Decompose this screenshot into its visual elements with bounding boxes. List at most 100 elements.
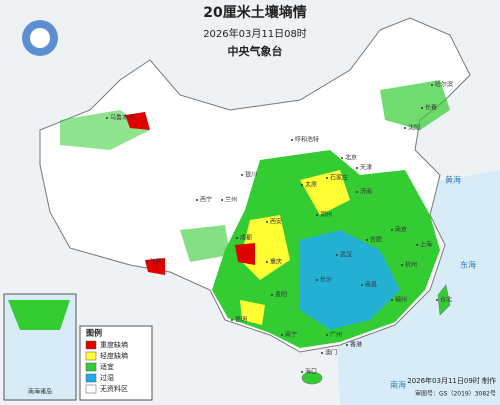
city-dot	[356, 191, 358, 193]
city-label: 石家庄	[330, 174, 348, 182]
city-label: 澳门	[325, 349, 337, 357]
issuer: 中央气象台	[228, 44, 283, 58]
city-label: 济南	[360, 188, 372, 196]
wet-area	[300, 230, 400, 330]
city-dot	[266, 221, 268, 223]
city-dot	[366, 239, 368, 241]
city-dot	[301, 184, 303, 186]
city-label: 香港	[350, 341, 362, 349]
city-label: 南宁	[285, 331, 297, 339]
legend-swatch	[85, 351, 97, 361]
city-label: 重庆	[270, 258, 282, 266]
city-dot	[346, 344, 348, 346]
city-label: 天津	[360, 165, 372, 172]
city-label: 长春	[425, 104, 437, 112]
city-dot	[401, 264, 403, 266]
legend-swatch	[85, 340, 97, 350]
hainan	[301, 371, 323, 385]
severe-dry-area	[125, 112, 150, 130]
city-dot	[431, 84, 433, 86]
city-dot	[336, 254, 338, 256]
city-dot	[291, 139, 293, 141]
sea-label: 南海	[390, 380, 406, 390]
made-time: 2026年03月11日09时 制作	[407, 376, 496, 385]
city-dot	[221, 199, 223, 201]
city-dot	[356, 167, 358, 169]
city-dot	[316, 214, 318, 216]
severe-dry-area	[235, 243, 255, 265]
city-dot	[241, 174, 243, 176]
city-label: 哈尔滨	[435, 81, 453, 89]
city-dot	[316, 279, 318, 281]
legend-title: 图例	[86, 328, 102, 338]
city-label: 上海	[420, 241, 432, 249]
city-label: 南昌	[365, 281, 377, 289]
dry-area	[240, 300, 265, 325]
city-label: 昆明	[235, 317, 247, 324]
suitable-area	[380, 80, 450, 130]
legend-swatch	[85, 362, 97, 372]
city-label: 南京	[395, 226, 407, 234]
city-dot	[326, 334, 328, 336]
city-dot	[321, 352, 323, 354]
city-label: 沈阳	[408, 124, 420, 132]
city-label: 杭州	[405, 261, 417, 269]
city-label: 拉萨	[150, 258, 162, 266]
inset-land	[8, 300, 70, 330]
inset-label: 南海诸岛	[28, 388, 52, 396]
city-dot	[326, 177, 328, 179]
city-label: 成都	[240, 234, 252, 242]
city-label: 北京	[345, 154, 357, 162]
city-label: 福州	[395, 296, 407, 304]
city-label: 广州	[330, 331, 342, 339]
city-dot	[361, 284, 363, 286]
city-label: 兰州	[225, 196, 237, 204]
sea-label: 黄海	[445, 175, 461, 185]
taiwan	[437, 284, 451, 316]
city-dot	[236, 237, 238, 239]
city-label: 贵阳	[275, 291, 287, 299]
city-dot	[421, 107, 423, 109]
legend-label: 无资料区	[100, 384, 128, 393]
city-dot	[281, 334, 283, 336]
legend-label: 过湿	[100, 373, 114, 382]
city-label: 乌鲁木齐	[110, 114, 134, 122]
city-dot	[391, 229, 393, 231]
city-dot	[301, 371, 303, 373]
city-label: 太原	[305, 181, 317, 189]
time: 2026年03月11日08时	[203, 27, 307, 40]
approval: 审图号：GS（2019）3082号	[415, 390, 496, 398]
city-dot	[231, 319, 233, 321]
severe-dry-area	[145, 258, 165, 275]
city-label: 台北	[440, 296, 452, 304]
city-dot	[404, 127, 406, 129]
title: 20厘米土壤墒情	[203, 4, 306, 21]
city-dot	[271, 294, 273, 296]
city-label: 长沙	[320, 276, 332, 284]
city-label: 郑州	[320, 211, 332, 219]
city-dot	[391, 299, 393, 301]
city-label: 银川	[245, 171, 257, 179]
dry-area	[300, 170, 350, 215]
logo-inner	[30, 28, 50, 48]
city-dot	[436, 299, 438, 301]
legend-label: 轻度缺墒	[100, 351, 128, 360]
city-dot	[106, 117, 108, 119]
legend-label: 重度缺墒	[100, 340, 128, 349]
city-label: 西安	[270, 218, 282, 226]
city-label: 武汉	[340, 251, 352, 259]
suitable-area	[180, 225, 230, 262]
city-dot	[266, 261, 268, 263]
city-dot	[416, 244, 418, 246]
sea-label: 东海	[460, 260, 476, 270]
city-label: 合肥	[370, 236, 382, 244]
legend-label: 适宜	[100, 362, 114, 371]
city-label: 海口	[305, 368, 317, 376]
legend-swatch	[85, 373, 97, 383]
city-dot	[341, 157, 343, 159]
city-dot	[146, 261, 148, 263]
city-label: 西宁	[200, 196, 212, 204]
